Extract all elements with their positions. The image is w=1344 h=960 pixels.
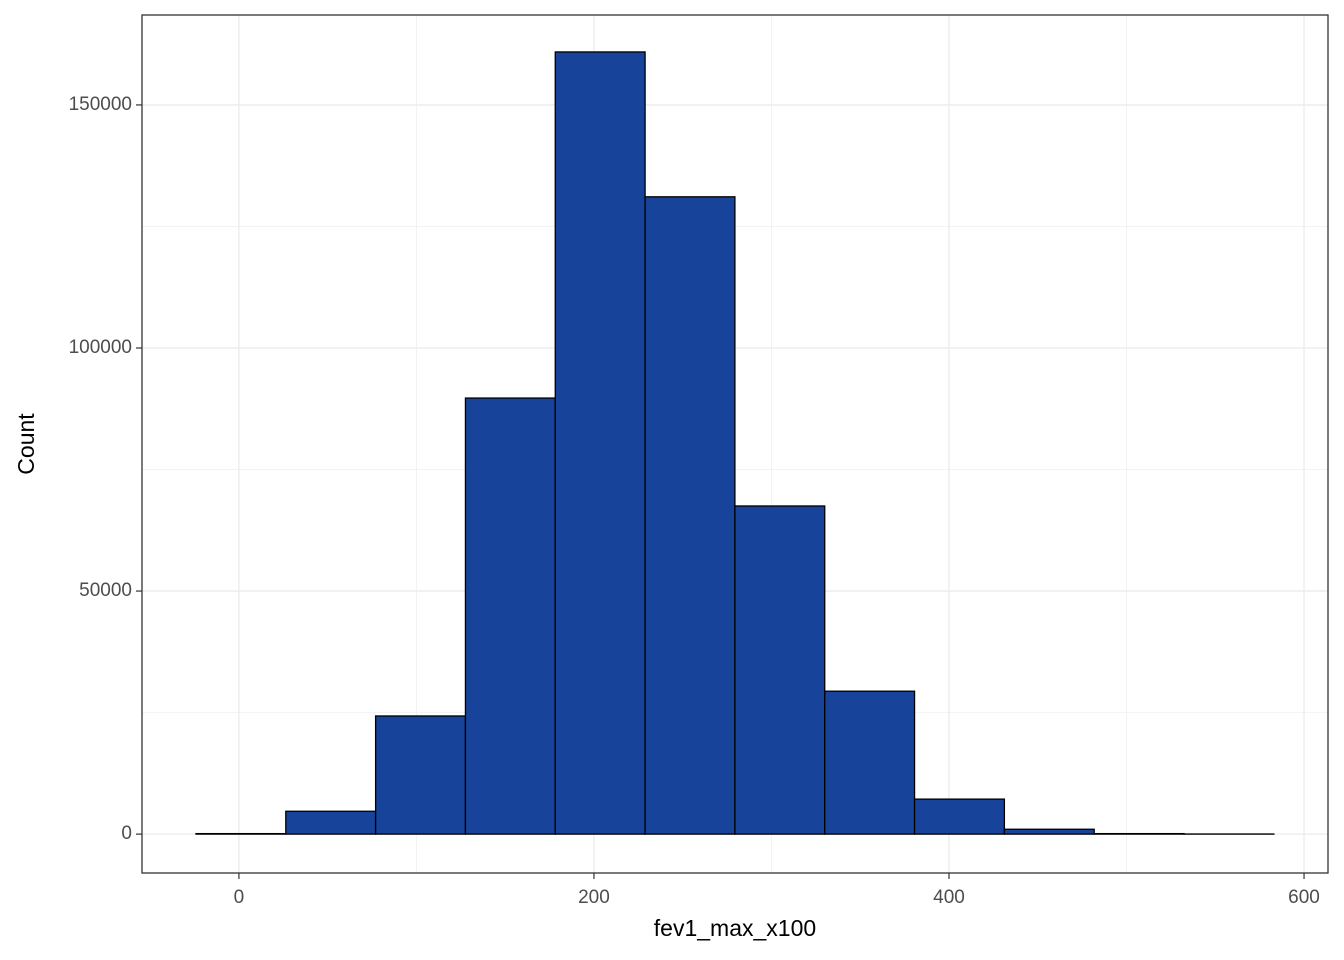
bar bbox=[913, 798, 1006, 835]
bar bbox=[554, 51, 646, 835]
bar bbox=[374, 715, 467, 835]
bar bbox=[824, 690, 916, 835]
bar bbox=[285, 810, 377, 835]
x-axis-title: fev1_max_x100 bbox=[654, 915, 816, 941]
x-tick-label: 600 bbox=[1288, 887, 1320, 908]
x-tick-label: 400 bbox=[933, 887, 965, 908]
y-tick-label: 100000 bbox=[69, 337, 132, 358]
y-tick-label: 0 bbox=[121, 823, 132, 844]
y-tick-label: 50000 bbox=[79, 580, 132, 601]
bar bbox=[464, 397, 556, 835]
panel-border bbox=[141, 14, 1329, 874]
y-tick-label: 150000 bbox=[69, 94, 132, 115]
x-tick-label: 0 bbox=[234, 887, 245, 908]
y-axis-title: Count bbox=[13, 413, 39, 475]
x-tick-label: 200 bbox=[578, 887, 610, 908]
bar bbox=[734, 505, 826, 835]
bar bbox=[1003, 828, 1095, 835]
bar bbox=[644, 196, 736, 835]
